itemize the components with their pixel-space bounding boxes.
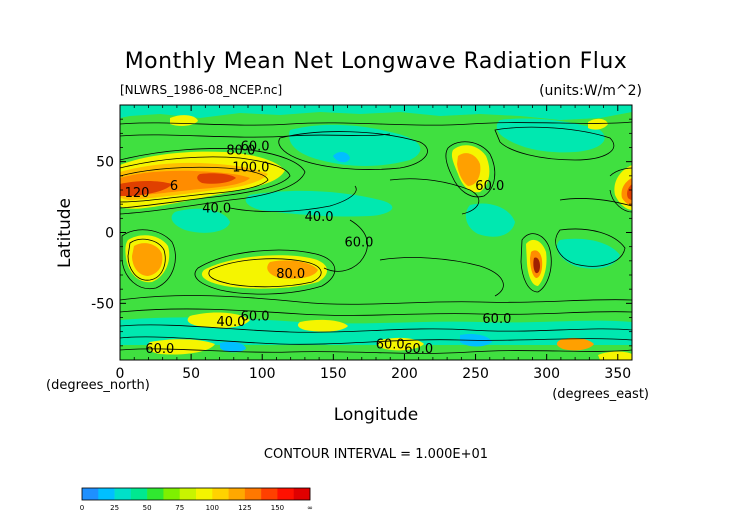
colorbar-swatch <box>130 488 148 500</box>
region-south-pacific-yellow <box>297 319 348 332</box>
units-label: (units:W/m^2) <box>539 83 642 99</box>
y-unit-label: (degrees_north) <box>46 378 150 393</box>
x-tick-label: 350 <box>604 366 631 382</box>
contour-label: 60.0 <box>241 139 270 154</box>
contour-lines <box>120 121 632 354</box>
contour-label: 6 <box>170 179 178 194</box>
region-antarctic-blue-2 <box>220 341 246 353</box>
colorbar-swatch <box>261 488 278 500</box>
colorbar-swatch <box>179 488 197 500</box>
x-tick-label: 50 <box>182 366 200 382</box>
region-antarctic-yellow-3 <box>598 351 632 360</box>
region-south-africa-orange <box>132 243 163 276</box>
chart-title: Monthly Mean Net Longwave Radiation Flux <box>125 49 628 74</box>
region-east-pacific-cyan <box>465 203 515 237</box>
x-tick-label: 100 <box>249 366 276 382</box>
contour-label: 60.0 <box>344 236 373 251</box>
contour-label: 60.0 <box>241 309 270 324</box>
x-tick-label: 150 <box>320 366 347 382</box>
colorbar-swatch <box>293 488 311 500</box>
colorbar-tick-label: 25 <box>110 504 119 512</box>
region-andes-dark <box>533 257 540 274</box>
dataset-label: [NLWRS_1986-08_NCEP.nc] <box>120 83 282 97</box>
colorbar-tick-label: 125 <box>238 504 251 512</box>
contour-label: 80.0 <box>226 144 255 159</box>
colorbar-swatch <box>196 488 213 500</box>
region-south-indian-yellow <box>187 312 250 328</box>
contour-label: 60.0 <box>376 338 405 353</box>
region-north-pacific-blue <box>333 152 350 163</box>
y-tick-label: 0 <box>105 226 114 242</box>
colorbar-frame <box>81 487 311 501</box>
x-tick-label: 300 <box>533 366 560 382</box>
colorbar-tick-label: 150 <box>271 504 284 512</box>
x-tick-label: 250 <box>462 366 489 382</box>
contour-label: 60.0 <box>482 312 511 327</box>
contour-interval-note: CONTOUR INTERVAL = 1.000E+01 <box>264 447 488 462</box>
x-axis: 0 50 100 150 200 250 300 350 <box>116 105 631 382</box>
x-tick-label: 200 <box>391 366 418 382</box>
colorbar-tick-label: 75 <box>175 504 184 512</box>
colorbar-swatch <box>98 488 115 500</box>
y-tick-label: 50 <box>96 155 114 171</box>
y-axis-label: Latitude <box>55 198 75 268</box>
colorbar-tick-label: 50 <box>143 504 152 512</box>
contour-label: 80.0 <box>276 267 305 282</box>
region-equatorial-cyan <box>245 190 393 217</box>
x-tick-label: 0 <box>116 366 125 382</box>
colorbar: 0 25 50 75 100 125 150 ∞ <box>80 487 313 512</box>
region-indo-pacific-cyan <box>171 208 230 233</box>
y-tick-label: -50 <box>91 296 114 312</box>
region-south-atlantic-cyan <box>556 238 620 269</box>
colorbar-swatch <box>244 488 262 500</box>
region-east-asia-red <box>627 184 632 200</box>
contour-label: 60.0 <box>145 342 174 357</box>
colorbar-swatch <box>228 488 246 500</box>
region-southern-ocean-cyan <box>120 317 632 345</box>
contour-label: 120 <box>125 186 150 201</box>
region-antarctic-orange <box>556 337 594 351</box>
colorbar-tick-label: 100 <box>206 504 219 512</box>
x-unit-label: (degrees_east) <box>552 387 649 402</box>
contour-label: 40.0 <box>216 315 245 330</box>
x-axis-label: Longitude <box>334 405 419 425</box>
region-australia-orange <box>267 260 318 279</box>
colorbar-swatch <box>114 488 132 500</box>
contour-label: 40.0 <box>305 210 334 225</box>
contour-label: 40.0 <box>202 202 231 217</box>
colorbar-tick-label: 0 <box>80 504 84 512</box>
y-axis: 50 0 -50 <box>91 118 632 347</box>
field-warm-regions <box>120 115 632 360</box>
region-north-america-orange <box>457 153 481 186</box>
region-greenland-yellow <box>588 118 608 130</box>
colorbar-swatch <box>277 488 295 500</box>
colorbar-swatch <box>82 488 99 500</box>
contour-label: 60.0 <box>404 342 433 357</box>
region-sahara-red <box>120 181 172 196</box>
colorbar-swatch <box>212 488 229 500</box>
region-antarctic-yellow <box>147 339 215 355</box>
colorbar-tick-label: ∞ <box>307 504 313 512</box>
contour-label: 100.0 <box>232 161 269 176</box>
colorbar-swatch <box>163 488 181 500</box>
region-arabia-red <box>197 173 236 184</box>
region-arctic-cyan <box>120 105 632 120</box>
contour-label: 60.0 <box>475 179 504 194</box>
colorbar-swatch <box>147 488 164 500</box>
